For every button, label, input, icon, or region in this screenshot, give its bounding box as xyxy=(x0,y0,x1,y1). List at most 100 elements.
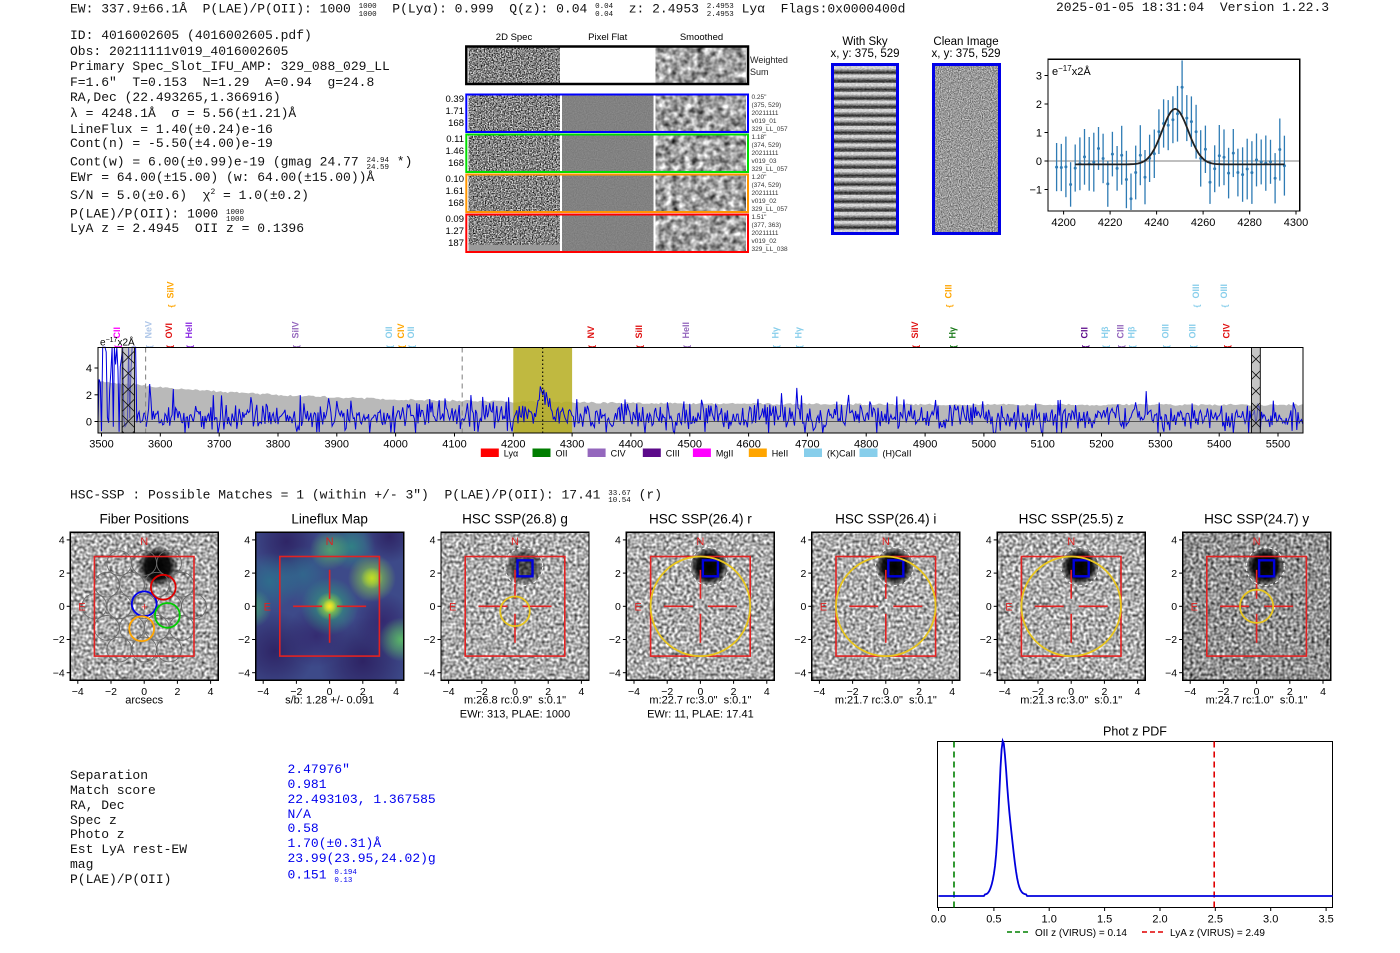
svg-text:{: { xyxy=(949,345,958,348)
svg-text:−2: −2 xyxy=(661,686,673,698)
svg-text:−4: −4 xyxy=(424,667,436,679)
svg-text:3800: 3800 xyxy=(266,439,290,451)
svg-text:2: 2 xyxy=(916,686,922,698)
svg-text:2: 2 xyxy=(615,568,621,580)
svg-text:s/b: 1.28 +/- 0.091: s/b: 1.28 +/- 0.091 xyxy=(285,695,374,707)
svg-text:SiIV: SiIV xyxy=(291,321,301,338)
svg-text:NeV: NeV xyxy=(143,321,153,339)
svg-text:N: N xyxy=(326,536,334,548)
svg-text:5300: 5300 xyxy=(1148,439,1172,451)
svg-text:Lyα: Lyα xyxy=(504,449,518,459)
svg-text:{: { xyxy=(1193,304,1202,307)
svg-text:−4: −4 xyxy=(999,686,1011,698)
svg-text:CIII: CIII xyxy=(944,284,954,298)
svg-text:2: 2 xyxy=(174,686,180,698)
svg-text:−4: −4 xyxy=(609,667,621,679)
svg-text:MgII: MgII xyxy=(716,449,734,459)
svg-text:4240: 4240 xyxy=(1144,217,1168,229)
svg-text:{: { xyxy=(292,345,301,348)
svg-text:E: E xyxy=(449,601,456,613)
svg-text:4: 4 xyxy=(986,535,992,547)
svg-text:Phot z PDF: Phot z PDF xyxy=(1103,725,1167,739)
svg-text:{: { xyxy=(1189,345,1198,348)
svg-text:1.5: 1.5 xyxy=(1097,914,1112,926)
svg-text:0: 0 xyxy=(141,686,147,698)
svg-text:HeII: HeII xyxy=(681,322,691,339)
svg-text:{: { xyxy=(166,345,175,348)
svg-text:OIII: OIII xyxy=(1187,324,1197,339)
svg-text:NV: NV xyxy=(586,326,596,339)
svg-text:OIII: OIII xyxy=(1191,284,1201,299)
svg-text:5400: 5400 xyxy=(1207,439,1231,451)
svg-text:m:21.3 rc:3.0" s:0.1": m:21.3 rc:3.0" s:0.1" xyxy=(1020,695,1122,707)
svg-text:4000: 4000 xyxy=(383,439,407,451)
svg-text:3900: 3900 xyxy=(325,439,349,451)
svg-text:EWr: 313, PLAE: 1000: EWr: 313, PLAE: 1000 xyxy=(460,709,570,721)
svg-text:{: { xyxy=(114,345,123,348)
svg-text:2.5: 2.5 xyxy=(1208,914,1223,926)
svg-text:0: 0 xyxy=(244,601,250,613)
svg-text:EWr: 11, PLAE: 17.41: EWr: 11, PLAE: 17.41 xyxy=(647,709,754,721)
svg-text:E: E xyxy=(1005,601,1012,613)
svg-text:N: N xyxy=(1067,536,1075,548)
svg-text:3700: 3700 xyxy=(207,439,231,451)
svg-text:4: 4 xyxy=(244,535,250,547)
svg-text:−2: −2 xyxy=(476,686,488,698)
svg-text:{: { xyxy=(408,345,417,348)
svg-text:−2: −2 xyxy=(1165,634,1177,646)
svg-text:HSC SSP(24.7) y: HSC SSP(24.7) y xyxy=(1204,512,1309,527)
svg-text:−2: −2 xyxy=(609,634,621,646)
svg-text:−4: −4 xyxy=(238,667,250,679)
svg-text:Hγ: Hγ xyxy=(771,327,781,339)
svg-text:4600: 4600 xyxy=(736,439,760,451)
svg-text:2: 2 xyxy=(86,390,92,402)
svg-text:3.5: 3.5 xyxy=(1318,914,1333,926)
svg-text:0: 0 xyxy=(1171,601,1177,613)
svg-text:0: 0 xyxy=(430,601,436,613)
svg-text:{: { xyxy=(1101,345,1110,348)
svg-text:CIII: CIII xyxy=(666,449,680,459)
svg-text:E: E xyxy=(264,601,271,613)
svg-text:−4: −4 xyxy=(813,686,825,698)
svg-text:OII: OII xyxy=(384,326,394,338)
svg-text:HeII: HeII xyxy=(184,322,194,339)
svg-text:4: 4 xyxy=(393,686,399,698)
svg-text:−4: −4 xyxy=(980,667,992,679)
svg-text:SiIV: SiIV xyxy=(910,321,920,338)
svg-text:0: 0 xyxy=(883,686,889,698)
svg-text:m:24.7 rc:1.0" s:0.1": m:24.7 rc:1.0" s:0.1" xyxy=(1206,695,1308,707)
svg-text:0: 0 xyxy=(86,417,92,429)
svg-text:−1: −1 xyxy=(1030,185,1042,197)
svg-text:2.0: 2.0 xyxy=(1152,914,1167,926)
svg-text:{: { xyxy=(683,345,692,348)
svg-text:3: 3 xyxy=(1036,71,1042,83)
svg-text:{: { xyxy=(1223,345,1232,348)
svg-text:E: E xyxy=(78,601,85,613)
svg-text:4700: 4700 xyxy=(795,439,819,451)
svg-text:4280: 4280 xyxy=(1237,217,1261,229)
svg-text:(H)CaII: (H)CaII xyxy=(883,449,912,459)
svg-text:0: 0 xyxy=(1254,686,1260,698)
svg-text:0: 0 xyxy=(1036,156,1042,168)
svg-text:2: 2 xyxy=(244,568,250,580)
svg-text:E: E xyxy=(820,601,827,613)
svg-text:0: 0 xyxy=(59,601,65,613)
svg-text:−4: −4 xyxy=(53,667,65,679)
svg-text:E: E xyxy=(1191,601,1198,613)
svg-text:HSC SSP(25.5) z: HSC SSP(25.5) z xyxy=(1019,512,1124,527)
svg-text:−2: −2 xyxy=(105,686,117,698)
svg-text:3600: 3600 xyxy=(148,439,172,451)
svg-text:2: 2 xyxy=(1287,686,1293,698)
svg-text:4200: 4200 xyxy=(501,439,525,451)
svg-text:{: { xyxy=(945,304,954,307)
svg-text:0: 0 xyxy=(512,686,518,698)
svg-text:2: 2 xyxy=(986,568,992,580)
svg-text:{: { xyxy=(587,345,596,348)
svg-text:0: 0 xyxy=(697,686,703,698)
svg-text:HSC SSP(26.8) g: HSC SSP(26.8) g xyxy=(462,512,568,527)
svg-text:−2: −2 xyxy=(794,634,806,646)
svg-text:m:22.7 rc:3.0" s:0.1": m:22.7 rc:3.0" s:0.1" xyxy=(649,695,751,707)
svg-text:CII: CII xyxy=(1079,327,1089,339)
svg-text:OIII: OIII xyxy=(1161,324,1171,339)
svg-text:OVI: OVI xyxy=(164,323,174,339)
